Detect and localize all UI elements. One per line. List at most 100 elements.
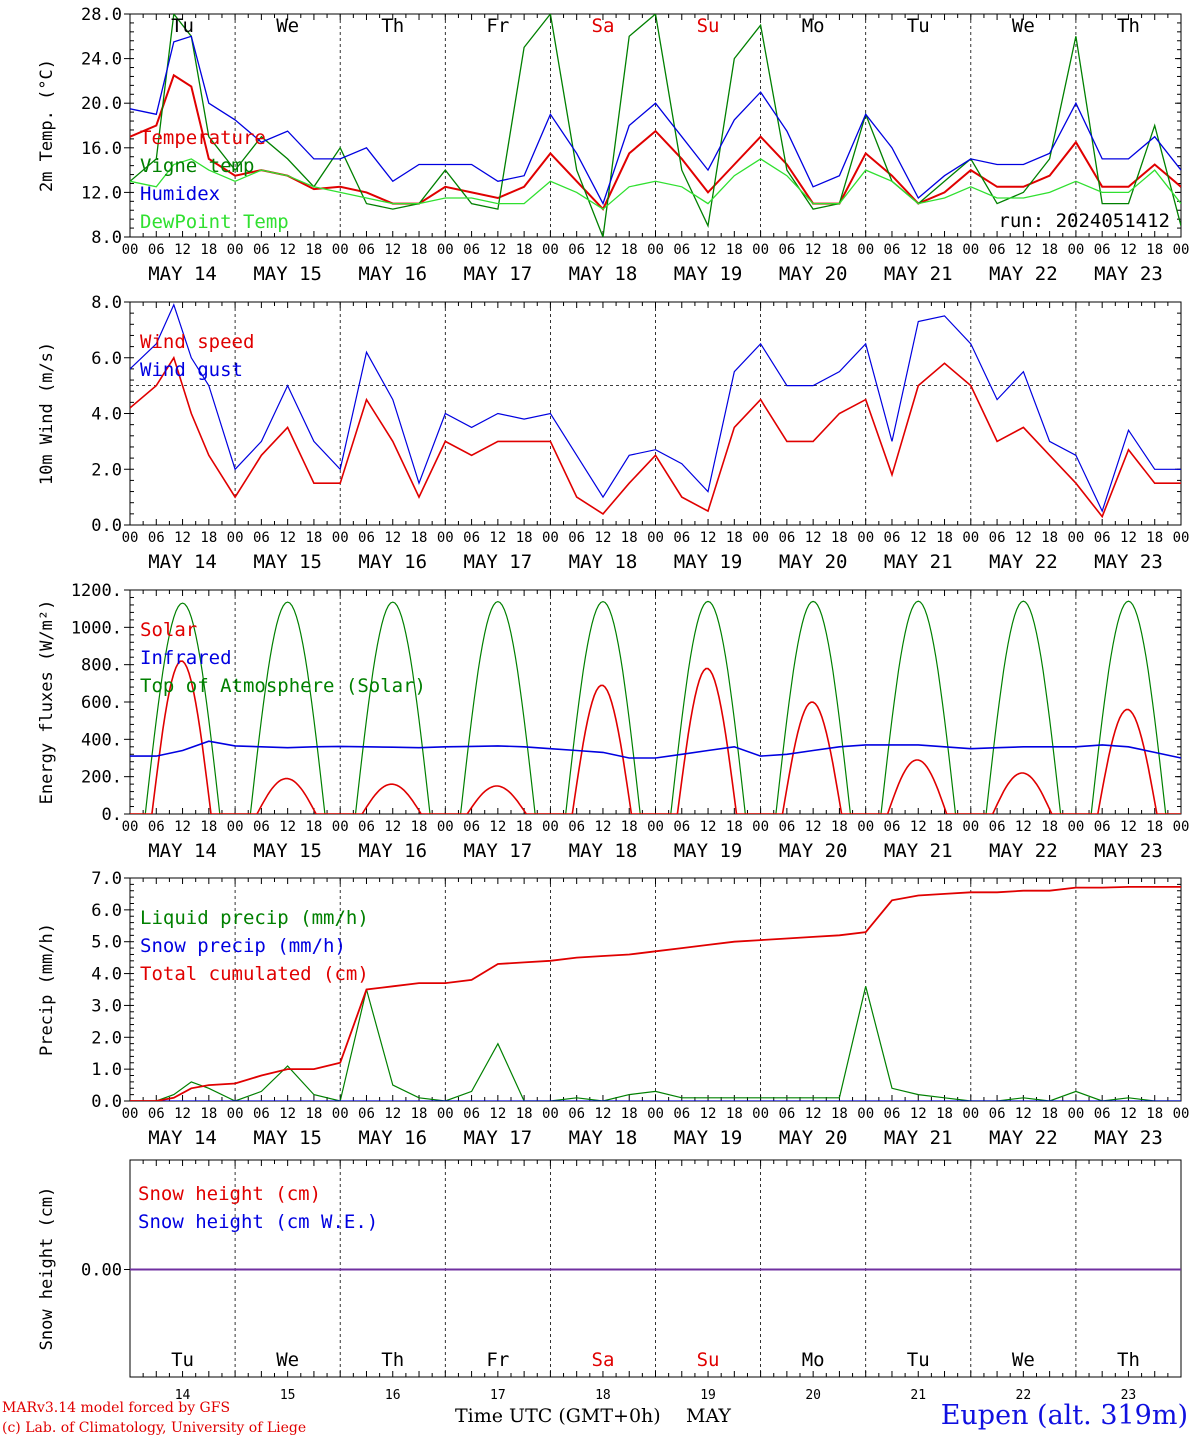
day-name: Sa bbox=[592, 1349, 615, 1371]
hour-tick-label: 00 bbox=[752, 819, 769, 835]
hour-tick-label: 06 bbox=[358, 530, 375, 546]
hour-tick-label: 12 bbox=[700, 242, 717, 258]
hour-tick-label: 06 bbox=[884, 1106, 901, 1122]
hour-tick-label: 06 bbox=[989, 530, 1006, 546]
hour-tick-label: 06 bbox=[673, 819, 690, 835]
hour-tick-label: 00 bbox=[1067, 530, 1084, 546]
y-tick-label: 1200. bbox=[71, 581, 122, 601]
hour-tick-label: 06 bbox=[253, 1106, 270, 1122]
hour-tick-label: 18 bbox=[516, 242, 533, 258]
y-tick-label: 8.0 bbox=[91, 228, 122, 248]
hour-tick-label: 12 bbox=[910, 242, 927, 258]
hour-tick-label: 06 bbox=[358, 1106, 375, 1122]
day-name: We bbox=[276, 15, 299, 37]
hour-tick-label: 12 bbox=[595, 242, 612, 258]
hour-tick-label: 12 bbox=[489, 1106, 506, 1122]
run-annotation: run: 2024051412 bbox=[998, 210, 1170, 232]
hour-tick-label: 18 bbox=[621, 1106, 638, 1122]
date-label: MAY 22 bbox=[989, 840, 1058, 862]
hour-tick-label: 06 bbox=[673, 242, 690, 258]
hour-tick-label: 12 bbox=[384, 530, 401, 546]
hour-tick-label: 00 bbox=[857, 819, 874, 835]
hour-tick-label: 00 bbox=[542, 819, 559, 835]
hour-tick-label: 18 bbox=[726, 1106, 743, 1122]
infrared-line bbox=[130, 740, 1182, 759]
date-label: MAY 20 bbox=[779, 1127, 848, 1149]
legend-entry: Infrared bbox=[140, 647, 232, 669]
hour-tick-label: 00 bbox=[437, 242, 454, 258]
temperature-series-group bbox=[130, 14, 1181, 237]
hour-tick-label: 06 bbox=[253, 819, 270, 835]
y-tick-label: 1.0 bbox=[91, 1060, 122, 1080]
date-label: MAY 14 bbox=[148, 1127, 217, 1149]
hour-tick-label: 00 bbox=[1173, 819, 1190, 835]
temperature-series-line bbox=[130, 158, 1181, 210]
x-axis-label: Time UTC (GMT+0h) bbox=[455, 1405, 661, 1427]
station-name: Eupen (alt. 319m) bbox=[940, 1400, 1188, 1431]
hour-tick-label: 06 bbox=[884, 242, 901, 258]
hour-tick-label: 18 bbox=[621, 530, 638, 546]
hour-tick-label: 12 bbox=[279, 242, 296, 258]
hour-tick-label: 12 bbox=[910, 1106, 927, 1122]
y-tick-label: 16.0 bbox=[81, 139, 122, 159]
y-tick-label: 2.0 bbox=[91, 460, 122, 480]
hour-tick-label: 12 bbox=[700, 530, 717, 546]
legend-entry: Wind speed bbox=[140, 331, 254, 353]
hour-tick-label: 00 bbox=[1067, 1106, 1084, 1122]
hour-tick-label: 18 bbox=[1146, 530, 1163, 546]
legend-entry: Vigne temp bbox=[140, 155, 254, 177]
hour-tick-label: 12 bbox=[805, 819, 822, 835]
hour-tick-label: 12 bbox=[174, 1106, 191, 1122]
hour-tick-label: 18 bbox=[936, 819, 953, 835]
hour-tick-label: 18 bbox=[200, 530, 217, 546]
date-label: MAY 19 bbox=[674, 1127, 743, 1149]
day-name: Th bbox=[1117, 15, 1140, 37]
hour-tick-label: 12 bbox=[384, 1106, 401, 1122]
temperature-y-axis-label: 2m Temp. (°C) bbox=[37, 59, 57, 192]
date-label: MAY 20 bbox=[779, 840, 848, 862]
hour-tick-label: 00 bbox=[122, 530, 139, 546]
y-tick-label: 12.0 bbox=[81, 183, 122, 203]
date-label: MAY 22 bbox=[989, 263, 1058, 285]
hour-tick-label: 00 bbox=[1173, 530, 1190, 546]
hour-tick-label: 18 bbox=[1041, 819, 1058, 835]
hour-tick-label: 12 bbox=[279, 819, 296, 835]
hour-tick-label: 18 bbox=[621, 819, 638, 835]
hour-tick-label: 12 bbox=[1015, 242, 1032, 258]
legend-entry: Wind gust bbox=[140, 359, 243, 381]
hour-tick-label: 06 bbox=[358, 819, 375, 835]
hour-tick-label: 12 bbox=[595, 1106, 612, 1122]
hour-tick-label: 18 bbox=[411, 819, 428, 835]
hour-tick-label: 00 bbox=[332, 530, 349, 546]
hour-tick-label: 12 bbox=[1120, 242, 1137, 258]
hour-tick-label: 12 bbox=[174, 242, 191, 258]
energy-plot-frame bbox=[129, 589, 1182, 815]
date-label: MAY 14 bbox=[148, 263, 217, 285]
day-number: 23 bbox=[1121, 1388, 1137, 1403]
hour-tick-label: 12 bbox=[805, 1106, 822, 1122]
hour-tick-label: 18 bbox=[1146, 819, 1163, 835]
hour-tick-label: 00 bbox=[647, 242, 664, 258]
hour-tick-label: 18 bbox=[936, 242, 953, 258]
y-tick-label: 6.0 bbox=[91, 349, 122, 369]
date-label: MAY 18 bbox=[569, 551, 638, 573]
y-tick-label: 0.0 bbox=[91, 1092, 122, 1112]
date-label: MAY 19 bbox=[674, 840, 743, 862]
legend-entry: Humidex bbox=[140, 183, 220, 205]
hour-tick-label: 00 bbox=[437, 530, 454, 546]
y-tick-label: 24.0 bbox=[81, 50, 122, 70]
hour-tick-label: 18 bbox=[516, 530, 533, 546]
hour-tick-label: 06 bbox=[1094, 819, 1111, 835]
legend-entry: Liquid precip (mm/h) bbox=[140, 907, 369, 929]
date-label: MAY 17 bbox=[464, 551, 533, 573]
hour-tick-label: 18 bbox=[936, 1106, 953, 1122]
hour-tick-label: 12 bbox=[805, 530, 822, 546]
hour-tick-label: 00 bbox=[857, 1106, 874, 1122]
hour-tick-label: 06 bbox=[778, 530, 795, 546]
hour-tick-label: 12 bbox=[384, 819, 401, 835]
hour-tick-label: 12 bbox=[700, 819, 717, 835]
date-label: MAY 15 bbox=[253, 263, 322, 285]
date-label: MAY 16 bbox=[358, 263, 427, 285]
hour-tick-label: 00 bbox=[857, 242, 874, 258]
